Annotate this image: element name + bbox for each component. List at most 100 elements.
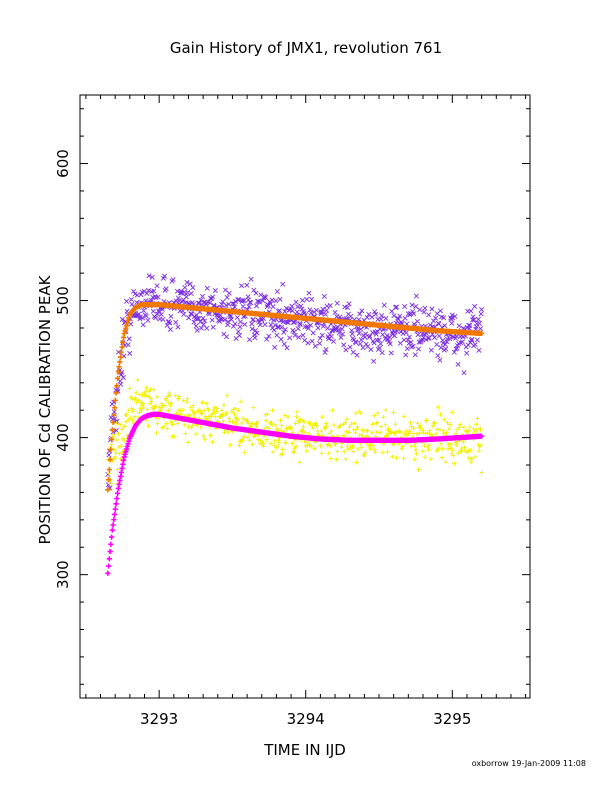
data-point <box>152 315 158 321</box>
data-point <box>224 410 229 416</box>
data-point <box>461 370 467 376</box>
data-point <box>455 450 461 456</box>
data-point <box>372 309 378 315</box>
data-point <box>363 449 368 455</box>
data-point <box>340 331 346 337</box>
data-point <box>292 332 298 338</box>
data-point <box>269 297 275 303</box>
data-point <box>464 350 470 356</box>
data-point <box>447 422 453 427</box>
data-point <box>250 316 256 323</box>
data-point <box>468 337 474 343</box>
data-point <box>166 400 172 405</box>
data-point <box>236 333 242 339</box>
data-point <box>469 456 475 461</box>
data-point <box>173 393 178 398</box>
data-point <box>479 470 484 475</box>
data-point <box>448 315 454 321</box>
data-point <box>234 315 240 321</box>
data-point <box>267 426 272 431</box>
data-point <box>125 342 131 348</box>
data-point <box>476 442 481 447</box>
data-point <box>124 412 129 418</box>
data-point <box>467 428 472 434</box>
data-point <box>143 394 148 399</box>
data-point <box>366 443 371 449</box>
data-point <box>160 402 166 408</box>
data-point <box>476 320 483 326</box>
data-point <box>467 323 473 329</box>
y-axis-label: POSITION OF Cd CALIBRATION PEAK <box>36 274 54 544</box>
data-point <box>198 425 204 430</box>
data-point <box>459 339 465 345</box>
data-point <box>372 413 377 418</box>
data-point <box>289 308 295 314</box>
data-point <box>358 326 364 332</box>
data-point <box>440 428 446 433</box>
data-point <box>209 414 214 419</box>
data-point <box>444 430 449 435</box>
data-point <box>429 306 435 312</box>
data-point <box>296 334 302 340</box>
data-point <box>289 303 295 309</box>
data-point <box>426 447 431 452</box>
data-point <box>427 322 433 328</box>
data-point <box>298 417 303 422</box>
x-tick-label: 3293 <box>140 710 178 728</box>
data-point <box>283 439 288 445</box>
data-point <box>155 421 160 426</box>
data-point <box>310 426 316 431</box>
data-point <box>302 439 307 444</box>
data-point <box>410 431 416 436</box>
data-point <box>224 334 230 340</box>
data-point <box>436 445 442 451</box>
data-point <box>403 330 409 336</box>
data-point <box>126 408 131 413</box>
data-point <box>291 449 296 454</box>
data-point <box>354 352 360 358</box>
data-point <box>244 282 250 288</box>
data-point <box>208 433 213 438</box>
data-point <box>136 311 142 317</box>
data-point <box>278 452 284 457</box>
data-point <box>130 417 135 423</box>
data-point <box>282 326 288 333</box>
data-point <box>459 448 464 453</box>
data-point <box>112 397 118 403</box>
data-point <box>422 443 427 449</box>
data-point <box>257 322 263 328</box>
data-point <box>270 304 276 310</box>
data-point <box>425 430 430 436</box>
data-point <box>111 405 118 411</box>
data-point <box>412 352 418 358</box>
data-point <box>199 411 205 416</box>
data-point <box>133 395 138 401</box>
data-point <box>399 446 405 452</box>
data-point <box>367 333 373 339</box>
data-point <box>280 447 285 452</box>
data-point <box>282 308 288 315</box>
data-point <box>388 350 394 356</box>
data-point <box>312 446 317 451</box>
data-point <box>294 414 299 419</box>
data-point <box>228 317 234 323</box>
data-point <box>472 342 478 348</box>
data-point <box>330 338 337 344</box>
data-point <box>393 430 399 435</box>
data-point <box>401 414 407 419</box>
data-point <box>106 556 112 562</box>
data-point <box>456 425 462 430</box>
data-point <box>336 330 342 336</box>
data-point <box>305 440 311 445</box>
data-point <box>116 364 122 370</box>
data-point <box>434 341 440 348</box>
data-point <box>108 446 114 453</box>
data-point <box>394 455 399 461</box>
data-point <box>144 385 149 391</box>
data-point <box>443 459 449 465</box>
data-point <box>188 405 193 410</box>
data-point <box>167 320 173 326</box>
data-point <box>281 341 287 347</box>
data-point <box>297 320 303 326</box>
data-point <box>246 304 252 310</box>
